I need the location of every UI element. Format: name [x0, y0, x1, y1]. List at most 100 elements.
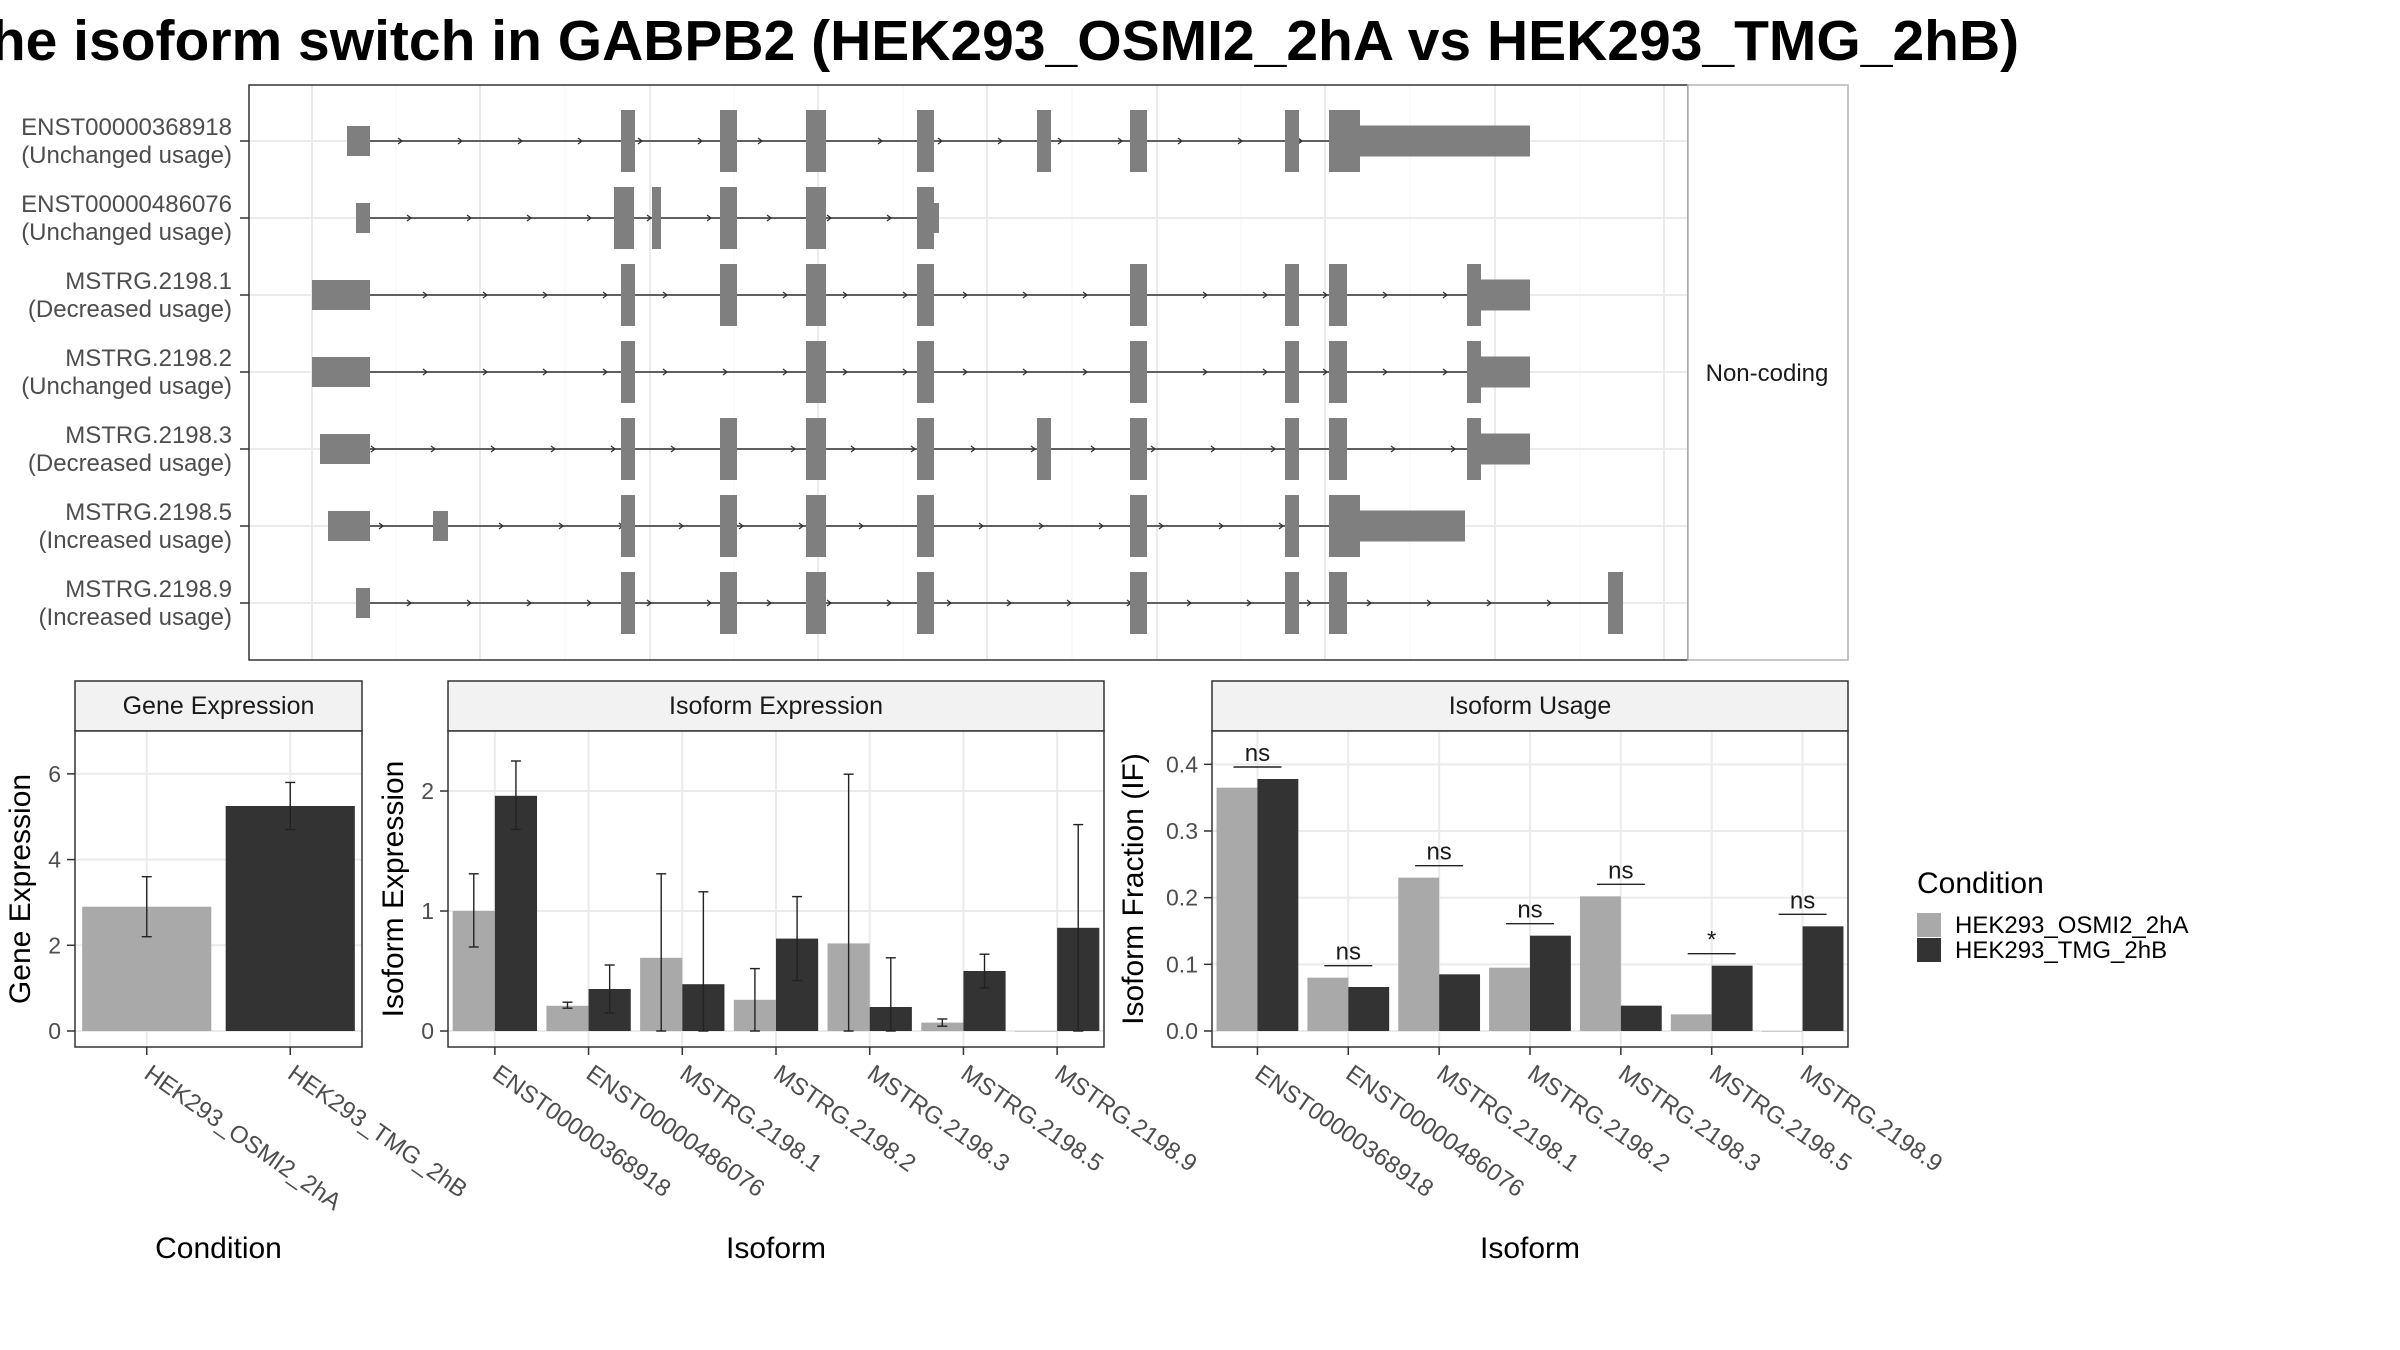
exon-block — [614, 187, 634, 249]
transcript-usage-label: (Decreased usage) — [28, 450, 232, 477]
strand-arrow — [962, 368, 969, 376]
exon-block — [1329, 495, 1360, 557]
exon-block — [1329, 572, 1347, 634]
bar — [1761, 1031, 1803, 1032]
significance-label: ns — [1245, 740, 1270, 767]
bar — [494, 795, 538, 1031]
strand-arrow — [1450, 445, 1457, 453]
strand-arrow — [370, 445, 377, 453]
bar — [1802, 926, 1844, 1031]
strand-arrow — [946, 599, 953, 607]
exon-block — [328, 511, 370, 541]
exon-block — [1329, 110, 1360, 172]
exon-block — [1481, 433, 1530, 465]
strand-arrow — [697, 137, 704, 145]
exon-block — [806, 187, 826, 249]
strand-arrow — [910, 445, 917, 453]
exon-block — [433, 511, 448, 541]
strand-arrow — [782, 368, 789, 376]
exon-block — [1130, 110, 1147, 172]
y-tick-label: 4 — [48, 847, 61, 873]
exon-block — [917, 341, 934, 403]
strand-arrow — [1082, 291, 1089, 299]
bar — [1257, 779, 1299, 1031]
exon-block — [621, 110, 635, 172]
strand-arrow — [662, 368, 669, 376]
strand-arrow — [558, 522, 565, 530]
strand-arrow — [886, 599, 893, 607]
strand-arrow — [997, 137, 1004, 145]
strand-arrow — [1322, 368, 1329, 376]
exon-block — [917, 187, 934, 249]
strand-arrow — [397, 137, 404, 145]
y-tick-label: 1 — [421, 898, 434, 924]
exon-block — [621, 572, 635, 634]
exon-block — [1285, 572, 1299, 634]
exon-block — [1481, 356, 1530, 388]
exon-block — [1285, 110, 1299, 172]
bar — [1439, 974, 1481, 1031]
exon-block — [1285, 341, 1299, 403]
bar — [225, 806, 355, 1031]
strand-arrow — [670, 445, 677, 453]
strand-arrow — [826, 599, 833, 607]
strand-arrow — [842, 368, 849, 376]
strand-arrow — [1382, 368, 1389, 376]
bar — [1530, 935, 1571, 1031]
strand-arrow — [430, 445, 437, 453]
exon-block — [312, 280, 370, 310]
bar — [1307, 977, 1349, 1031]
strand-arrow — [1117, 137, 1124, 145]
exon-block — [806, 110, 826, 172]
exon-block — [1037, 110, 1051, 172]
y-axis-title: Isoform Fraction (IF) — [1117, 753, 1150, 1025]
strand-arrow — [1262, 291, 1269, 299]
legend-swatch — [1917, 938, 1941, 962]
strand-arrow — [602, 291, 609, 299]
strand-arrow — [1486, 599, 1493, 607]
transcript-name-label: MSTRG.2198.9 — [65, 576, 232, 603]
exon-block — [1329, 264, 1347, 326]
y-tick-label: 0.1 — [1166, 951, 1198, 977]
significance-label: ns — [1517, 897, 1542, 924]
strand-arrow — [1090, 445, 1097, 453]
transcript-usage-label: (Increased usage) — [39, 604, 232, 631]
exon-block — [806, 264, 826, 326]
strand-arrow — [1066, 599, 1073, 607]
exon-block — [806, 418, 826, 480]
exon-block — [720, 418, 737, 480]
strand-arrow — [1322, 291, 1329, 299]
legend-label: HEK293_TMG_2hB — [1955, 937, 2167, 964]
bar — [1489, 967, 1530, 1031]
bar — [546, 1005, 589, 1031]
panel-title: Isoform Expression — [669, 692, 883, 720]
significance-label: ns — [1608, 857, 1633, 884]
strand-arrow — [1210, 445, 1217, 453]
exon-block — [917, 418, 934, 480]
exon-block — [1467, 341, 1481, 403]
strand-arrow — [902, 368, 909, 376]
strand-arrow — [1366, 599, 1373, 607]
panel-strip — [1211, 680, 1849, 732]
strand-arrow — [970, 445, 977, 453]
strand-arrow — [526, 214, 533, 222]
strand-arrow — [1202, 291, 1209, 299]
strand-arrow — [1202, 368, 1209, 376]
exon-block — [806, 341, 826, 403]
strand-arrow — [610, 445, 617, 453]
exon-block — [720, 187, 737, 249]
strand-arrow — [422, 368, 429, 376]
strand-arrow — [1082, 368, 1089, 376]
strand-arrow — [457, 137, 464, 145]
strand-arrow — [466, 599, 473, 607]
strand-arrow — [850, 445, 857, 453]
strand-arrow — [517, 137, 524, 145]
y-tick-label: 0.2 — [1166, 885, 1198, 911]
strand-arrow — [526, 599, 533, 607]
strand-arrow — [1262, 368, 1269, 376]
exon-block — [1360, 510, 1465, 542]
panel-title: Gene Expression — [123, 692, 315, 720]
y-axis-title: Isoform Expression — [377, 761, 410, 1018]
exon-block — [1481, 279, 1530, 311]
strand-arrow — [466, 214, 473, 222]
